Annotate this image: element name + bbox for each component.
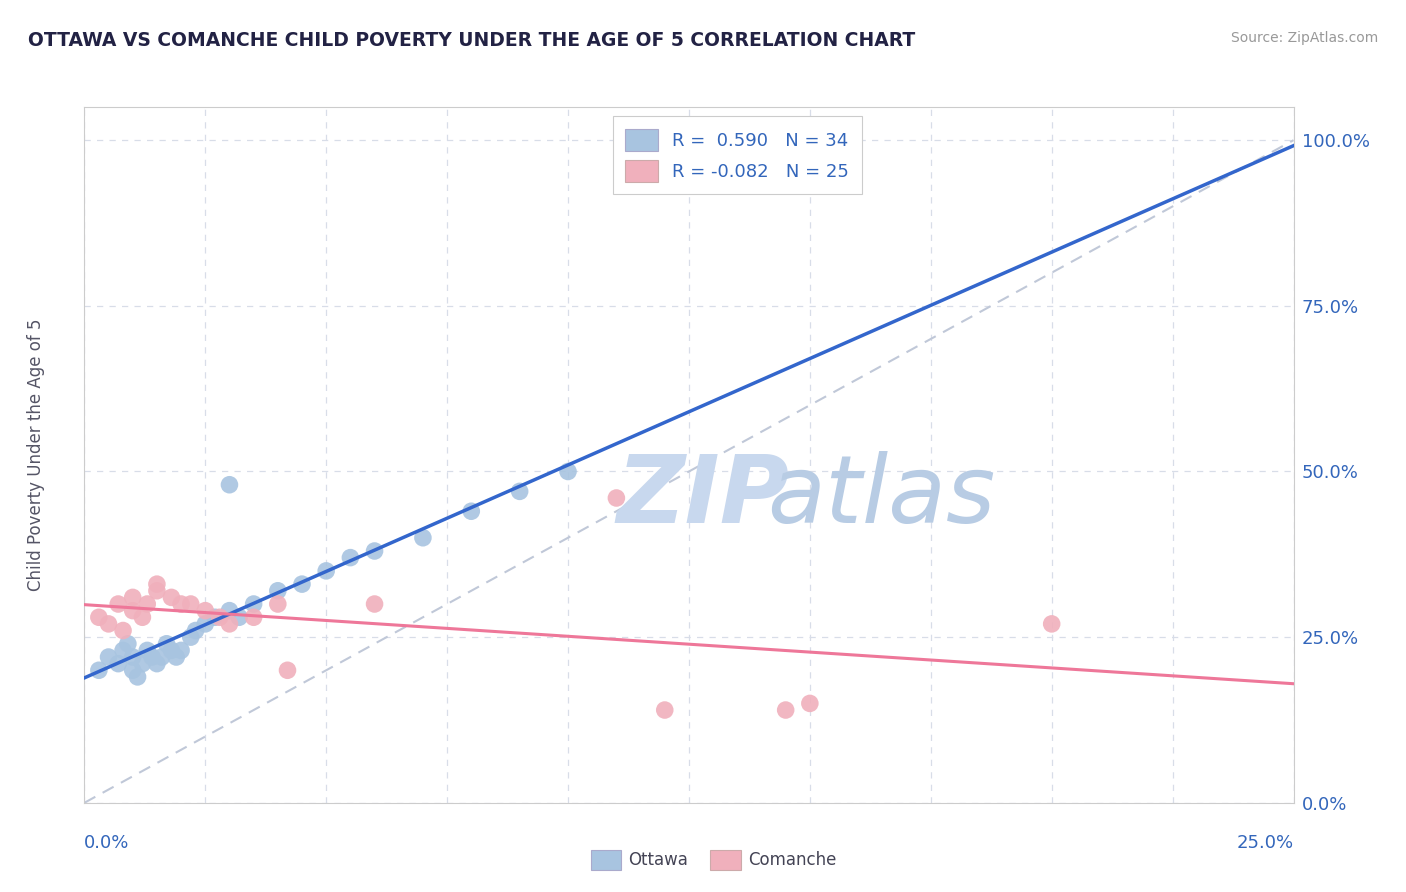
Text: Source: ZipAtlas.com: Source: ZipAtlas.com xyxy=(1230,31,1378,45)
Point xyxy=(146,577,169,591)
Text: Child Poverty Under the Age of 5: Child Poverty Under the Age of 5 xyxy=(27,318,45,591)
Point xyxy=(107,657,129,671)
Point xyxy=(180,630,202,644)
Point xyxy=(146,657,169,671)
Text: ZIP: ZIP xyxy=(616,450,789,542)
Point xyxy=(799,697,821,711)
Point xyxy=(165,650,187,665)
Point xyxy=(218,616,240,631)
Point xyxy=(218,477,240,491)
Point xyxy=(242,610,264,624)
Point xyxy=(121,650,143,665)
Point xyxy=(276,663,298,677)
Point xyxy=(228,610,250,624)
Point xyxy=(291,577,314,591)
Point xyxy=(107,597,129,611)
Point xyxy=(117,637,139,651)
Text: atlas: atlas xyxy=(768,451,995,542)
Point xyxy=(242,597,264,611)
Point xyxy=(557,465,579,479)
Point xyxy=(146,583,169,598)
Point xyxy=(170,643,193,657)
Legend: R =  0.590   N = 34, R = -0.082   N = 25: R = 0.590 N = 34, R = -0.082 N = 25 xyxy=(613,116,862,194)
Text: OTTAWA VS COMANCHE CHILD POVERTY UNDER THE AGE OF 5 CORRELATION CHART: OTTAWA VS COMANCHE CHILD POVERTY UNDER T… xyxy=(28,31,915,50)
Point xyxy=(136,597,159,611)
Point xyxy=(1040,616,1063,631)
Point xyxy=(184,624,207,638)
Point xyxy=(121,591,143,605)
Point xyxy=(654,703,676,717)
Point xyxy=(160,643,183,657)
Point xyxy=(605,491,627,505)
Text: Comanche: Comanche xyxy=(748,851,837,869)
Point xyxy=(363,544,385,558)
Point xyxy=(267,597,290,611)
Point xyxy=(127,670,149,684)
Point xyxy=(204,610,226,624)
Point xyxy=(194,604,217,618)
Point xyxy=(87,663,110,677)
Point xyxy=(97,616,120,631)
Point xyxy=(136,643,159,657)
Point xyxy=(339,550,361,565)
Point xyxy=(460,504,482,518)
Point xyxy=(155,637,177,651)
Point xyxy=(160,591,183,605)
Point xyxy=(170,597,193,611)
Point xyxy=(363,597,385,611)
Point xyxy=(97,650,120,665)
Point xyxy=(112,643,135,657)
Text: 0.0%: 0.0% xyxy=(84,834,129,852)
Point xyxy=(150,650,173,665)
Point xyxy=(87,610,110,624)
Point xyxy=(412,531,434,545)
Point xyxy=(218,604,240,618)
Point xyxy=(180,597,202,611)
Text: 25.0%: 25.0% xyxy=(1236,834,1294,852)
Point xyxy=(267,583,290,598)
Point xyxy=(131,610,153,624)
Point xyxy=(121,663,143,677)
Point xyxy=(208,610,231,624)
Point xyxy=(121,604,143,618)
Point xyxy=(775,703,797,717)
Point xyxy=(112,624,135,638)
Text: Ottawa: Ottawa xyxy=(628,851,689,869)
Point xyxy=(194,616,217,631)
Point xyxy=(315,564,337,578)
Point xyxy=(509,484,531,499)
Point xyxy=(141,650,163,665)
Point xyxy=(131,657,153,671)
